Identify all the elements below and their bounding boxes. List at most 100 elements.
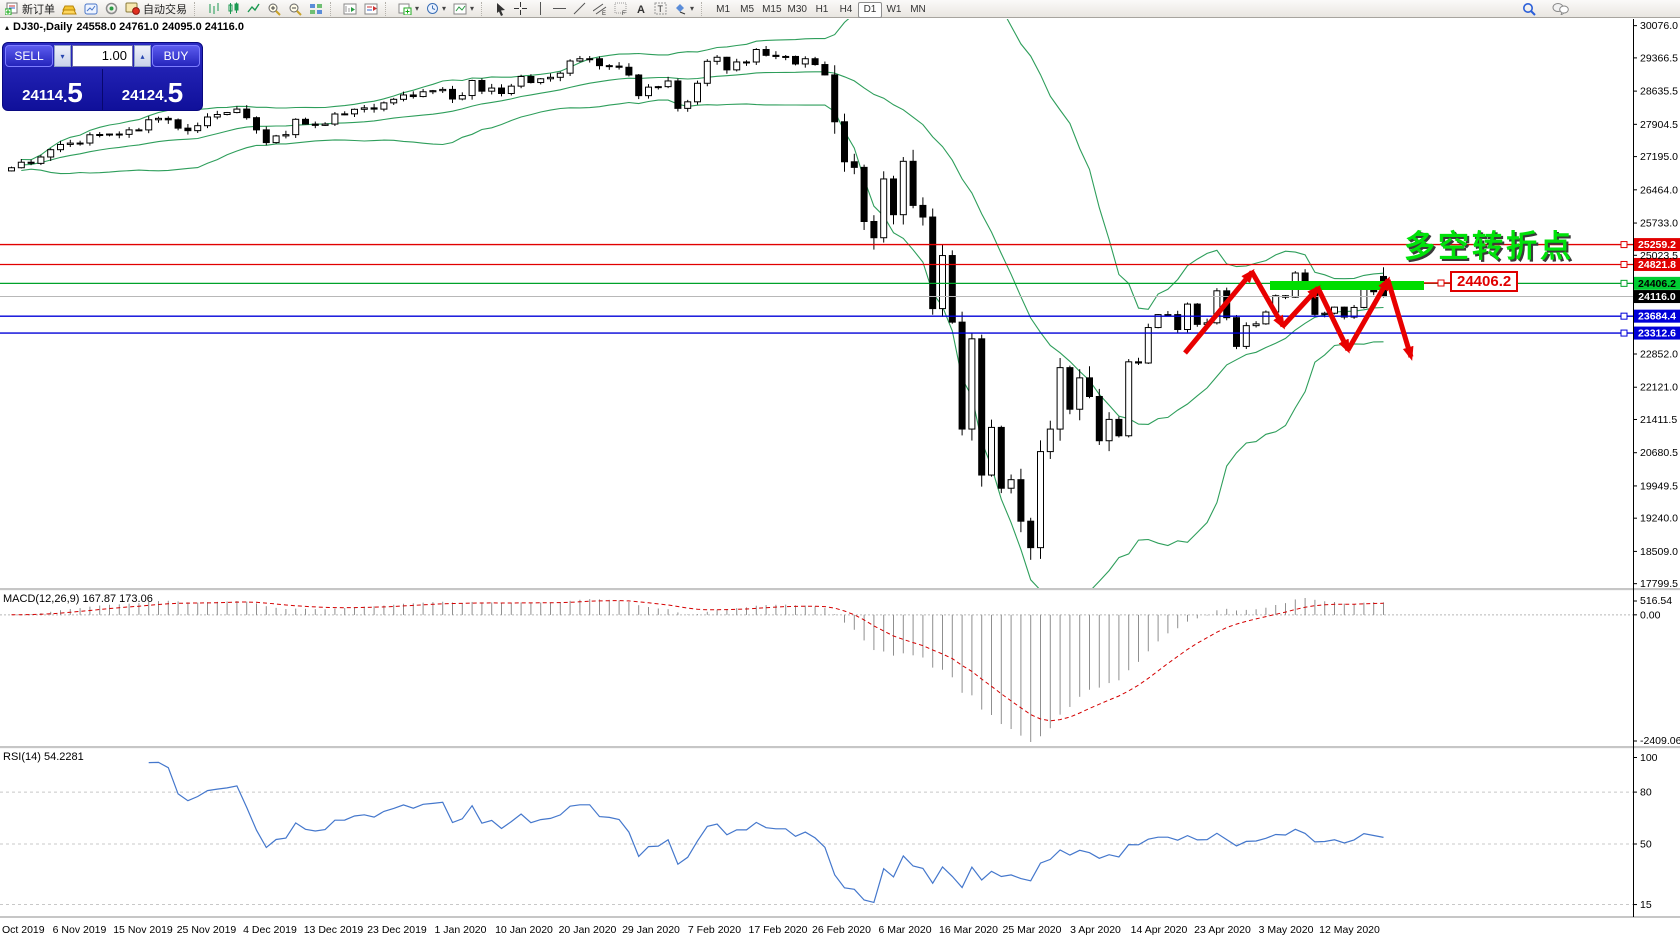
horizontal-line-tool-button[interactable] — [550, 1, 569, 17]
bar-chart-icon — [209, 3, 219, 14]
hline-handle — [1620, 279, 1628, 287]
date-label: 7 Feb 2020 — [688, 924, 741, 936]
price-tag-label: 24406.2 — [1638, 278, 1676, 290]
timeframe-m15[interactable]: M15 — [759, 2, 784, 18]
price-tag-label: 24116.0 — [1638, 291, 1676, 303]
shapes-dropdown[interactable]: ▾ — [671, 1, 697, 17]
price-tick-label: 25023.5 — [1640, 250, 1678, 262]
highlight-bar — [1270, 281, 1424, 290]
crosshair-tool-button[interactable] — [511, 1, 530, 17]
equidistant-channel-button[interactable]: E — [590, 1, 610, 17]
label-tool-button[interactable]: T — [651, 1, 670, 17]
cursor-tool-button[interactable] — [491, 1, 510, 17]
line-chart-button[interactable] — [244, 1, 263, 17]
chat-icon — [1552, 3, 1569, 15]
date-label: 20 Jan 2020 — [559, 924, 617, 936]
date-label: 6 Mar 2020 — [878, 924, 931, 936]
templates-dropdown[interactable]: ▾ — [450, 1, 477, 17]
buy-price[interactable]: 24124. 5 — [103, 69, 202, 110]
rsi-tick-label: 80 — [1640, 787, 1652, 799]
market-watch-button[interactable] — [81, 1, 101, 17]
volume-decrease-button[interactable]: ▾ — [54, 45, 71, 67]
zoom-in-button[interactable] — [264, 1, 284, 17]
new-chart-icon — [398, 3, 412, 15]
new-order-label: 新订单 — [22, 3, 55, 16]
fibonacci-icon: F — [614, 2, 627, 15]
text-tool-button[interactable]: A — [632, 1, 650, 17]
callout-handle — [1437, 279, 1445, 287]
date-label: 3 May 2020 — [1259, 924, 1314, 936]
macd-tick-label: 516.54 — [1640, 595, 1672, 607]
price-tag — [1634, 238, 1680, 252]
new-order-button[interactable]: 新订单 — [2, 1, 58, 17]
volume-input[interactable]: 1.00 — [72, 45, 133, 67]
timeframe-w1[interactable]: W1 — [882, 2, 906, 18]
price-tag-label: 23684.4 — [1638, 311, 1676, 323]
price-tick-label: 21411.5 — [1640, 414, 1677, 426]
new-chart-dropdown[interactable]: ▾ — [395, 1, 422, 17]
date-label: 25 Mar 2020 — [1003, 924, 1062, 936]
tile-windows-button[interactable] — [306, 1, 326, 17]
svg-text:T: T — [658, 4, 664, 14]
dropdown-caret-icon: ▾ — [415, 4, 420, 13]
dropdown-caret-icon: ▾ — [442, 4, 447, 13]
timeframe-h4[interactable]: H4 — [834, 2, 858, 18]
sell-price-frac: 5 — [67, 77, 83, 108]
macd-tick-label: -2409.06 — [1640, 735, 1680, 747]
timeframe-h1[interactable]: H1 — [810, 2, 834, 18]
vertical-line-tool-button[interactable] — [531, 1, 549, 17]
symbol-search-button[interactable] — [1519, 1, 1539, 17]
rsi-tick-label: 100 — [1640, 752, 1658, 764]
svg-text:F: F — [622, 11, 626, 15]
date-label: 14 Apr 2020 — [1131, 924, 1188, 936]
timeframe-m30[interactable]: M30 — [785, 2, 810, 18]
hline-handle — [1620, 312, 1628, 320]
search-icon — [1523, 2, 1536, 16]
signals-button[interactable] — [102, 1, 121, 17]
price-tick-label: 30076.0 — [1640, 20, 1678, 32]
buy-button[interactable]: BUY — [152, 45, 200, 67]
rsi-tick-label: 15 — [1640, 899, 1652, 911]
timeframe-m1[interactable]: M1 — [711, 2, 735, 18]
date-label: 26 Feb 2020 — [812, 924, 871, 936]
zoom-out-button[interactable] — [285, 1, 305, 17]
date-label: 3 Apr 2020 — [1070, 924, 1121, 936]
sell-price[interactable]: 24114. 5 — [3, 69, 103, 110]
rsi-label: RSI(14) 54.2281 — [3, 751, 84, 763]
gold-ingot-button[interactable] — [59, 1, 80, 17]
date-label: 1 Jan 2020 — [435, 924, 487, 936]
channel-icon: E — [593, 3, 607, 15]
bollinger-bands — [21, 19, 1384, 588]
svg-text:A: A — [637, 4, 645, 15]
hline-handle — [1620, 241, 1628, 249]
fibonacci-tool-button[interactable]: F — [611, 1, 631, 17]
timeframe-m5[interactable]: M5 — [735, 2, 759, 18]
buy-price-main: 24124 — [121, 87, 164, 104]
trendline-tool-button[interactable] — [570, 1, 589, 17]
volume-increase-button[interactable]: ▴ — [134, 45, 151, 67]
date-label: 23 Apr 2020 — [1194, 924, 1251, 936]
bar-chart-button[interactable] — [204, 1, 223, 17]
timeframe-mn[interactable]: MN — [906, 2, 930, 18]
chat-button[interactable] — [1549, 1, 1572, 17]
chart-symbol-period: DJ30-,Daily — [13, 21, 73, 33]
candlestick-chart-button[interactable] — [224, 1, 243, 17]
price-callout-box: 24406.2 — [1450, 271, 1519, 292]
indicator-window-button[interactable] — [340, 1, 360, 17]
new-order-icon — [5, 2, 18, 15]
line-chart-icon — [247, 3, 260, 13]
date-label: 28 Oct 2019 — [0, 924, 45, 936]
macd-histogram — [20, 598, 1384, 742]
rsi-line — [148, 761, 1384, 904]
shapes-icon — [676, 3, 686, 14]
autotrading-button[interactable]: 自动交易 — [122, 1, 190, 17]
price-tag-label: 25259.2 — [1638, 239, 1676, 251]
date-label: 4 Dec 2019 — [243, 924, 297, 936]
sell-price-dot: . — [63, 89, 68, 106]
sell-button[interactable]: SELL — [5, 45, 53, 67]
timeframe-d1[interactable]: D1 — [857, 1, 882, 18]
trendline-icon — [573, 2, 586, 15]
profiles-dropdown[interactable]: ▾ — [423, 1, 449, 17]
indicator-list-button[interactable] — [361, 1, 381, 17]
